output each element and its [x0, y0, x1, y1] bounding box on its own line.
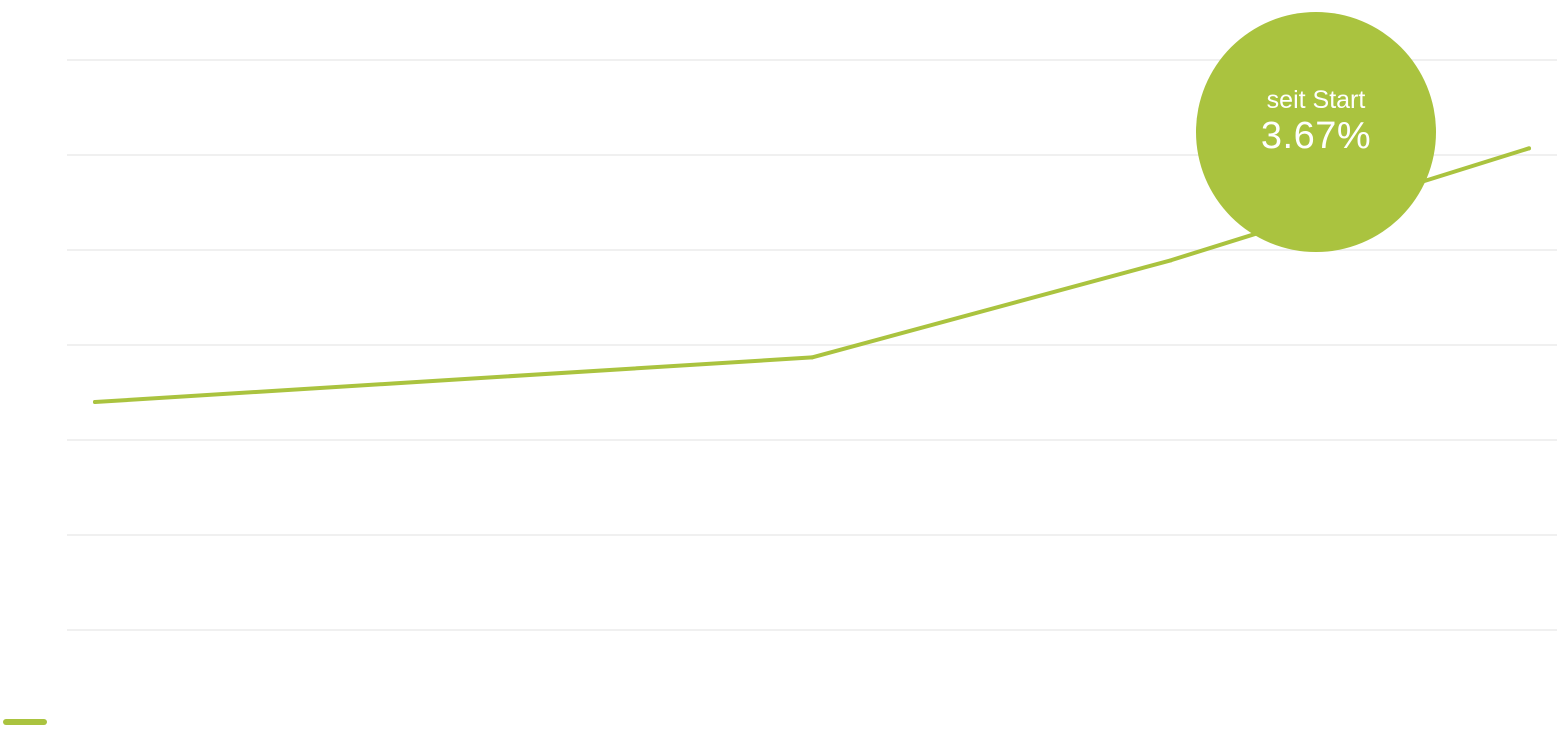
performance-badge: seit Start 3.67%: [1196, 12, 1436, 252]
data-point: [1168, 258, 1173, 263]
legend-swatch: [3, 719, 47, 725]
data-point: [810, 355, 814, 360]
data-point: [93, 400, 97, 404]
badge-value: 3.67%: [1260, 115, 1372, 157]
data-point: [1527, 146, 1531, 151]
badge-label: seit Start: [1266, 86, 1366, 114]
gridlines: [67, 59, 1557, 631]
